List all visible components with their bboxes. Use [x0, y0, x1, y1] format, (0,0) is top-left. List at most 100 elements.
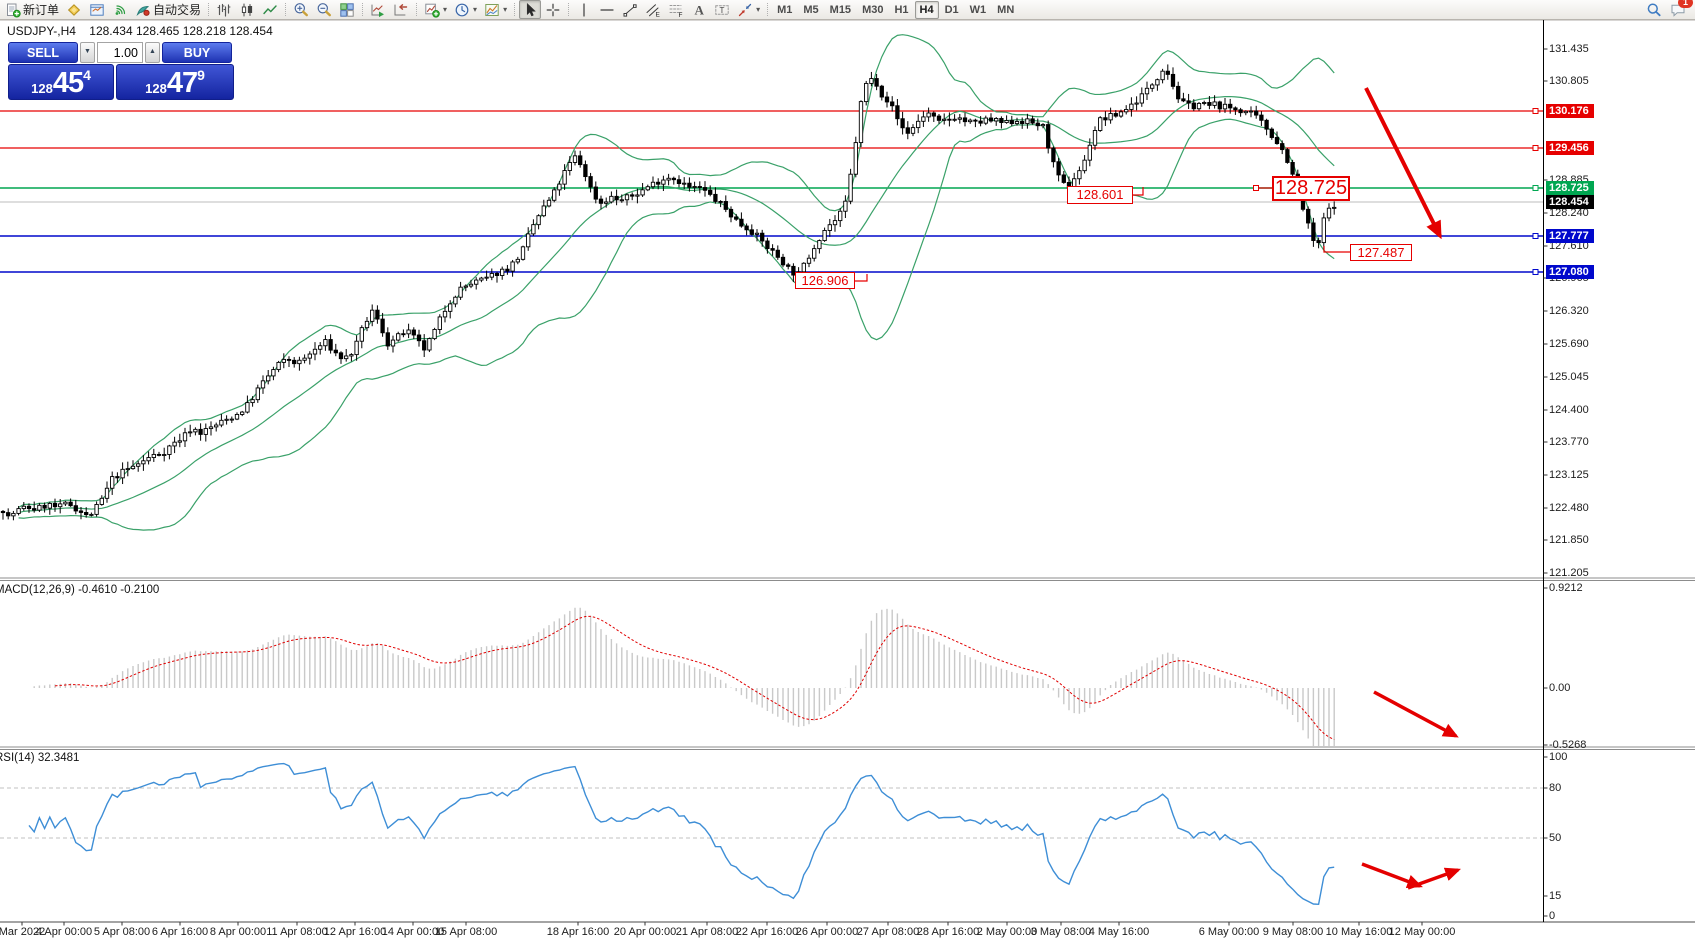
sell-price-big: 45	[52, 67, 84, 99]
price-tick-label: 126.320	[1549, 305, 1589, 317]
price-tick-label: 123.770	[1549, 436, 1589, 448]
new-chart-button[interactable]: ▾	[421, 0, 450, 19]
volume-input[interactable]	[97, 42, 143, 63]
price-annotation[interactable]: 127.487	[1350, 244, 1412, 261]
periods-menu-button[interactable]: ▾	[451, 0, 480, 19]
macd-tick-label: -0.5268	[1549, 739, 1587, 751]
time-axis-label: 12 May 00:00	[1388, 926, 1456, 938]
toolbar-separator	[514, 3, 516, 16]
shift-icon	[393, 2, 409, 18]
templates-menu-button[interactable]: ▾	[481, 0, 510, 19]
notifications-icon[interactable]: 1	[1670, 0, 1693, 18]
arrows-tool-button[interactable]: ▾	[734, 0, 763, 19]
level-line-handle[interactable]	[1532, 145, 1539, 151]
trend-arrow[interactable]	[1407, 867, 1461, 890]
indicator-series	[0, 607, 1544, 906]
rsi-tick-label: 100	[1549, 751, 1568, 763]
timeframe-d1-button[interactable]: D1	[944, 3, 959, 16]
fibonacci-tool-button[interactable]: F	[665, 0, 687, 19]
buy-button[interactable]: BUY	[162, 42, 232, 63]
profiles-icon	[66, 2, 82, 18]
price-tick-label: 121.850	[1549, 534, 1589, 546]
trendline-tool-button[interactable]	[619, 0, 641, 19]
sell-price-sup: 4	[83, 67, 91, 83]
chart-shift-button[interactable]	[390, 0, 412, 19]
cursor-icon	[522, 2, 538, 18]
timeframe-h1-button[interactable]: H1	[894, 3, 909, 16]
bar-chart-mode-button[interactable]	[213, 0, 235, 19]
price-annotation[interactable]: 128.725	[1272, 176, 1350, 201]
toolbar-separator	[208, 3, 210, 16]
text-icon: A	[691, 2, 707, 18]
timeframe-h4-button[interactable]: H4	[914, 0, 939, 19]
text-tool-button[interactable]: A	[688, 0, 710, 19]
level-line-handle[interactable]	[1532, 108, 1539, 114]
horizontal-line-tool-button[interactable]	[596, 0, 618, 19]
crosshair-tool-button[interactable]	[542, 0, 564, 19]
toolbar-separator	[416, 3, 418, 16]
timeframe-m5-button[interactable]: M5	[803, 3, 819, 16]
volume-decrease-button[interactable]: ▼	[80, 42, 95, 63]
price-tick-label: 128.240	[1549, 207, 1589, 219]
zoom-out-button[interactable]	[313, 0, 335, 19]
timeframe-mn-button[interactable]: MN	[997, 3, 1015, 16]
autotrading-button[interactable]: 自动交易	[132, 0, 204, 19]
time-axis-label: 11 Apr 08:00	[266, 926, 328, 938]
sell-button[interactable]: SELL	[8, 42, 78, 63]
toolbar: 新订单 自动交易 ▾ ▾ ▾ E F A T ▾ M1 M5 M15 M30 H1 H4 D1 W1 MN 1	[0, 0, 1695, 20]
vertical-line-tool-button[interactable]	[573, 0, 595, 19]
trend-arrow[interactable]	[1373, 690, 1459, 738]
trend-arrow[interactable]	[1361, 862, 1423, 889]
time-axis-label: 4 Apr 00:00	[35, 926, 93, 938]
market-watch-button[interactable]	[86, 0, 108, 19]
notification-badge: 1	[1678, 0, 1693, 8]
price-tick-label: 125.045	[1549, 371, 1589, 383]
timeframe-m30-button[interactable]: M30	[862, 3, 884, 16]
level-line-handle[interactable]	[1532, 269, 1539, 275]
candles-icon	[239, 2, 255, 18]
search-icon[interactable]	[1646, 2, 1662, 18]
signals-button[interactable]	[109, 0, 131, 19]
time-axis-label: 20 Apr 00:00	[613, 926, 677, 938]
candle-chart-mode-button[interactable]	[236, 0, 258, 19]
rsi-tick-label: 0	[1549, 910, 1556, 922]
line-chart-mode-button[interactable]	[259, 0, 281, 19]
level-line-handle[interactable]	[1532, 233, 1539, 239]
chart-symbol-period: USDJPY-,H4	[7, 24, 76, 38]
price-annotation[interactable]: 126.906	[795, 272, 855, 289]
timeframe-w1-button[interactable]: W1	[969, 3, 987, 16]
timeframe-m1-button[interactable]: M1	[777, 3, 793, 16]
trend-arrow[interactable]	[1364, 87, 1442, 240]
trend-icon	[622, 2, 638, 18]
chart-title: USDJPY-,H4 128.434 128.465 128.218 128.4…	[7, 24, 273, 38]
level-line-handle[interactable]	[1532, 185, 1539, 191]
macd-tick-label: 0.00	[1549, 682, 1571, 694]
rsi-indicator-label: RSI(14) 32.3481	[0, 752, 80, 764]
price-annotation[interactable]: 128.601	[1067, 186, 1133, 204]
new-order-icon	[5, 2, 21, 18]
cursor-tool-button[interactable]	[519, 0, 542, 19]
zoom-in-button[interactable]	[290, 0, 312, 19]
tile-windows-button[interactable]	[336, 0, 358, 19]
bollinger-upper-band	[18, 34, 1335, 508]
svg-text:T: T	[720, 5, 725, 14]
time-axis-label: 3 May 08:00	[1030, 926, 1092, 938]
text-label-tool-button[interactable]: T	[711, 0, 733, 19]
new-order-button[interactable]: 新订单	[2, 0, 62, 19]
hline-icon	[599, 2, 615, 18]
channel-tool-button[interactable]: E	[642, 0, 664, 19]
buy-price-display[interactable]: 128 47 9	[116, 64, 234, 100]
tile-icon	[339, 2, 355, 18]
profiles-button[interactable]	[63, 0, 85, 19]
sell-price-display[interactable]: 128 45 4	[8, 64, 114, 100]
timeframe-m15-button[interactable]: M15	[829, 3, 852, 16]
auto-scroll-button[interactable]	[367, 0, 389, 19]
zoom-out-icon	[316, 2, 332, 18]
dropdown-caret-icon: ▾	[473, 4, 478, 14]
time-axis-label: 10 May 16:00	[1325, 926, 1393, 938]
trend-arrows[interactable]	[1361, 87, 1461, 890]
macd-histogram	[33, 607, 1335, 746]
time-axis-label: 6 Apr 16:00	[151, 926, 209, 938]
volume-increase-button[interactable]: ▲	[145, 42, 160, 63]
